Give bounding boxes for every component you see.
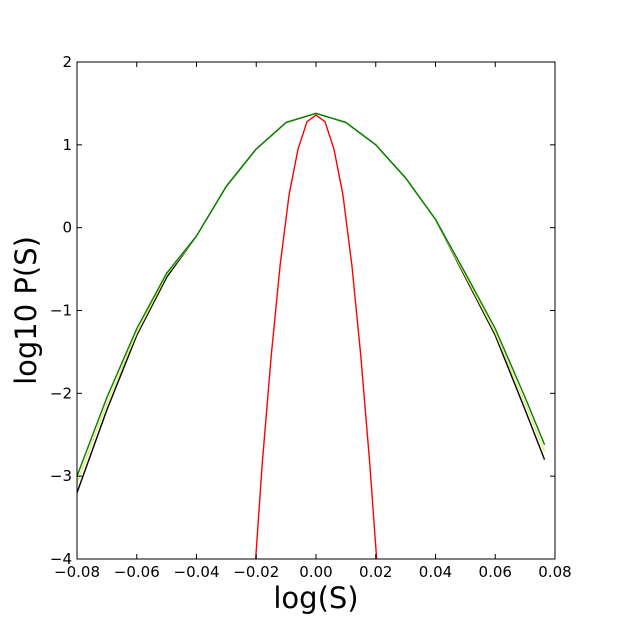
y-tick-label: 1 (62, 136, 72, 154)
series-line-1 (76, 112, 546, 484)
x-axis-label: log(S) (273, 581, 358, 615)
y-tick-label: −4 (50, 550, 72, 568)
y-axis-ticks: −4 −3 −2 −1 0 1 2 (50, 53, 555, 568)
x-tick-label: −0.06 (114, 563, 160, 581)
x-tick-label: 0.04 (419, 563, 452, 581)
x-tick-label: 0.08 (538, 563, 571, 581)
y-axis-label: log10 P(S) (9, 236, 43, 385)
y-tick-label: 0 (62, 219, 72, 237)
x-axis-ticks: −0.08 −0.06 −0.04 −0.02 0.00 0.02 0.04 0.06 0.08 (54, 62, 572, 581)
series-lines (76, 112, 546, 560)
x-tick-label: 0.06 (479, 563, 512, 581)
x-tick-label: −0.02 (233, 563, 279, 581)
x-tick-label: 0.02 (359, 563, 392, 581)
x-tick-label: 0.00 (299, 563, 332, 581)
series-line-2 (76, 112, 546, 477)
y-tick-label: −1 (50, 302, 72, 320)
x-tick-label: −0.08 (54, 563, 100, 581)
series-line-3 (254, 114, 378, 560)
x-tick-label: −0.04 (174, 563, 220, 581)
series-line-0 (76, 112, 546, 493)
y-tick-label: 2 (62, 53, 72, 71)
y-tick-label: −3 (50, 467, 72, 485)
y-tick-label: −2 (50, 384, 72, 402)
